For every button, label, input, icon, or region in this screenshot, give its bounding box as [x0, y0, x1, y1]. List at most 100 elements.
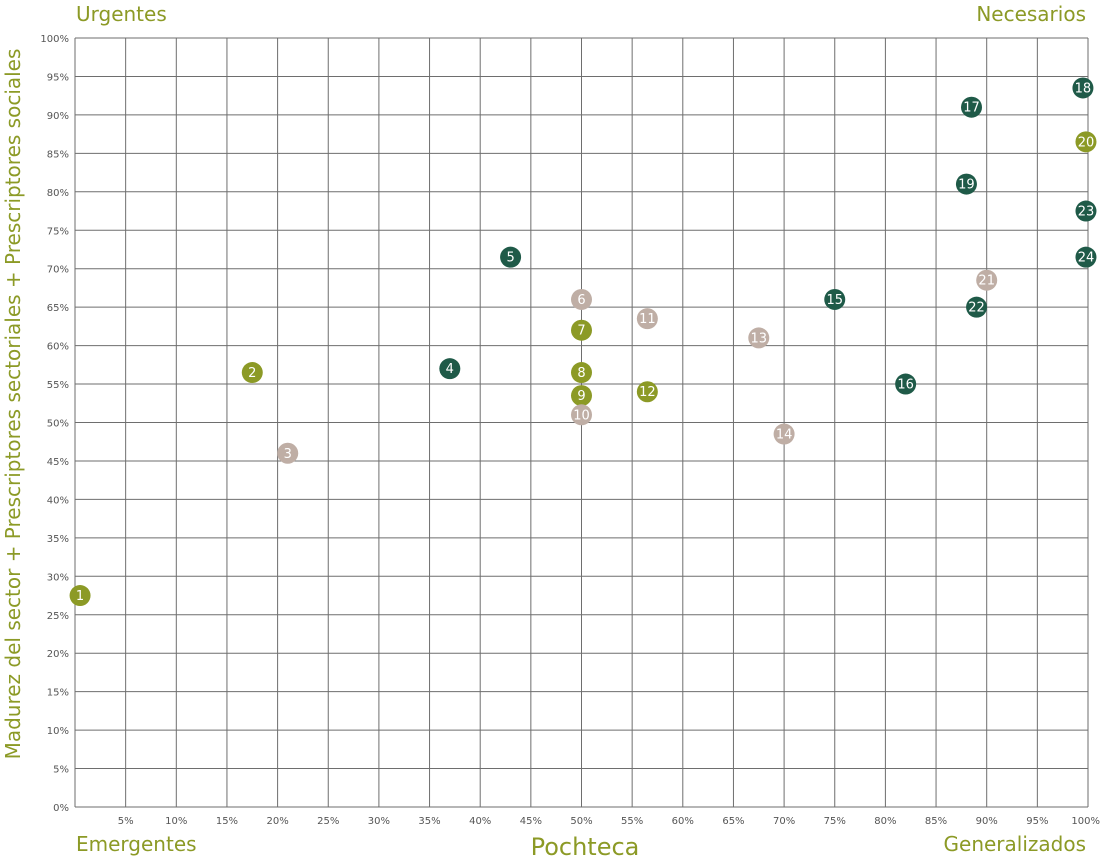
- data-point-marker: [824, 288, 846, 310]
- data-point: 1: [69, 585, 91, 607]
- data-point-label: 22: [968, 301, 985, 316]
- data-point-marker: [571, 404, 592, 426]
- data-point: 13: [748, 327, 770, 349]
- x-tick-label: 100%: [1071, 816, 1100, 827]
- y-tick-label: 5%: [53, 765, 69, 776]
- data-point-label: 13: [751, 331, 768, 346]
- data-point: 10: [571, 404, 592, 426]
- data-point: 3: [277, 442, 299, 464]
- data-point-label: 16: [897, 378, 914, 393]
- y-tick-label: 20%: [47, 649, 69, 660]
- data-point-label: 10: [573, 408, 590, 423]
- x-tick-label: 75%: [824, 816, 846, 827]
- data-point-label: 20: [1078, 135, 1095, 150]
- data-point-marker: [895, 373, 917, 395]
- y-tick-label: 25%: [47, 611, 69, 622]
- data-point: 24: [1075, 246, 1097, 268]
- x-tick-label: 10%: [165, 816, 187, 827]
- y-tick-label: 40%: [47, 495, 69, 506]
- x-tick-label: 80%: [874, 816, 896, 827]
- x-tick-label: 30%: [368, 816, 390, 827]
- y-tick-label: 50%: [47, 419, 69, 430]
- data-point-label: 7: [577, 324, 585, 339]
- y-tick-label: 15%: [47, 688, 69, 699]
- data-point-marker: [636, 381, 658, 403]
- data-point-label: 6: [577, 293, 585, 308]
- y-tick-label: 0%: [53, 803, 69, 814]
- y-tick-label: 55%: [47, 380, 69, 391]
- y-tick-label: 75%: [47, 226, 69, 237]
- x-tick-label: 40%: [469, 816, 491, 827]
- x-tick-label: 15%: [216, 816, 238, 827]
- x-axis-ticks: 5% 10% 15% 20% 25% 30% 35% 40% 45% 50% 55% 60% 65% 70…: [118, 816, 1100, 827]
- data-point: 5: [500, 246, 522, 268]
- data-point-label: 1: [76, 589, 84, 604]
- data-point: 15: [824, 288, 846, 310]
- data-point-label: 21: [978, 274, 995, 289]
- data-point-marker: [241, 362, 263, 384]
- data-point-marker: [571, 319, 592, 341]
- data-point: 14: [773, 423, 795, 445]
- data-point-marker: [571, 362, 592, 384]
- data-point-label: 12: [639, 385, 656, 400]
- data-point-marker: [439, 358, 461, 380]
- y-tick-label: 35%: [47, 534, 69, 545]
- data-point-marker: [966, 296, 988, 318]
- data-point-label: 8: [577, 366, 585, 381]
- y-tick-label: 85%: [47, 149, 69, 160]
- data-point-marker: [1072, 77, 1094, 99]
- data-point-label: 5: [506, 251, 514, 266]
- x-tick-label: 65%: [722, 816, 744, 827]
- data-point: 9: [571, 385, 592, 407]
- data-point-marker: [976, 269, 998, 291]
- x-tick-label: 95%: [1026, 816, 1048, 827]
- x-tick-label: 50%: [570, 816, 592, 827]
- y-tick-label: 100%: [40, 34, 69, 45]
- data-point-marker: [1075, 246, 1097, 268]
- data-point: 19: [955, 173, 977, 195]
- data-point-marker: [277, 442, 299, 464]
- data-point-label: 9: [577, 389, 585, 404]
- x-tick-label: 20%: [266, 816, 288, 827]
- quadrant-label-generalizados: Generalizados: [943, 832, 1086, 856]
- quadrant-label-necesarios: Necesarios: [976, 2, 1086, 26]
- y-tick-label: 10%: [47, 726, 69, 737]
- data-point-marker: [500, 246, 522, 268]
- y-tick-label: 90%: [47, 111, 69, 122]
- x-tick-label: 5%: [118, 816, 134, 827]
- data-point: 23: [1075, 200, 1097, 222]
- data-point-label: 14: [776, 428, 793, 443]
- data-point-label: 3: [284, 447, 292, 462]
- data-point-marker: [636, 308, 658, 330]
- x-axis-label: Pochteca: [531, 833, 640, 861]
- x-tick-label: 45%: [520, 816, 542, 827]
- x-tick-label: 35%: [418, 816, 440, 827]
- data-point-label: 23: [1078, 205, 1095, 220]
- y-tick-label: 65%: [47, 303, 69, 314]
- data-point-label: 17: [963, 101, 980, 116]
- y-axis-ticks: 0% 5% 10% 15% 20% 25% 30% 35% 40% 45% 50% 55% 60% 65%…: [40, 34, 69, 814]
- data-point-marker: [955, 173, 977, 195]
- data-point-marker: [748, 327, 770, 349]
- data-point: 16: [895, 373, 917, 395]
- y-tick-label: 45%: [47, 457, 69, 468]
- data-point: 2: [241, 362, 263, 384]
- data-point-label: 15: [826, 293, 843, 308]
- y-axis-label: Madurez del sector + Prescriptores secto…: [1, 49, 25, 760]
- y-tick-label: 70%: [47, 265, 69, 276]
- y-tick-label: 30%: [47, 572, 69, 583]
- data-point: 8: [571, 362, 592, 384]
- data-point-label: 4: [446, 362, 454, 377]
- data-point: 12: [636, 381, 658, 403]
- data-point-marker: [773, 423, 795, 445]
- y-tick-label: 80%: [47, 188, 69, 199]
- y-tick-label: 95%: [47, 72, 69, 83]
- data-point-marker: [961, 96, 983, 118]
- data-point-marker: [1075, 131, 1097, 153]
- x-tick-label: 25%: [317, 816, 339, 827]
- data-point: 4: [439, 358, 461, 380]
- data-point-label: 2: [248, 366, 256, 381]
- data-point-label: 24: [1078, 251, 1095, 266]
- data-point-label: 11: [639, 312, 656, 327]
